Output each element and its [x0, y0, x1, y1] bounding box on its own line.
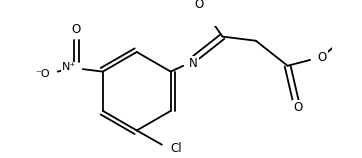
Text: N: N — [189, 57, 198, 70]
Text: N⁺: N⁺ — [62, 62, 76, 73]
Text: ⁻O: ⁻O — [35, 69, 49, 79]
Text: O: O — [293, 101, 302, 114]
Text: O: O — [71, 23, 81, 36]
Text: O: O — [194, 0, 204, 11]
Text: O: O — [317, 51, 327, 64]
Text: Cl: Cl — [170, 142, 182, 155]
